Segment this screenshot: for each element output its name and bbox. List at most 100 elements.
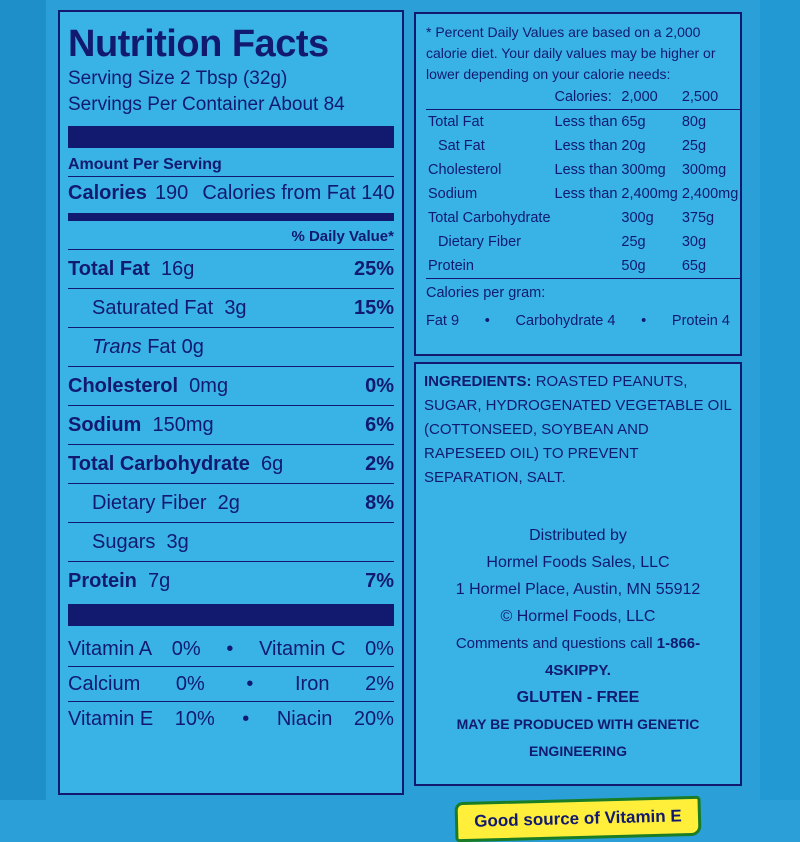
calories-row: Calories 190 Calories from Fat 140 (68, 177, 395, 209)
dv-nutrient: Cholesterol (428, 162, 502, 178)
vitamin-label: Vitamin C (259, 638, 346, 660)
cal-per-gram-fat: Fat 9 (426, 313, 460, 329)
dv-col2: 80g (681, 114, 707, 130)
nutrient-label: Total Carbohydrate (68, 453, 250, 475)
dv-col2: 2,400mg (681, 186, 739, 202)
calories-from-fat: Calories from Fat 140 (202, 182, 395, 204)
table-header-row: Calories: 2,000 2,500 (426, 85, 741, 110)
divider (68, 444, 394, 445)
dv-col2: 300mg (681, 162, 727, 178)
nutrient-label: Protein (68, 570, 137, 592)
divider (68, 288, 394, 289)
nutrient-amount: 2g (217, 492, 240, 514)
vitamin-row: Vitamin A 0% • Vitamin C 0% (68, 632, 394, 666)
ingredients-block: INGREDIENTS: ROASTED PEANUTS, SUGAR, HYD… (424, 370, 732, 490)
nutrient-dv: 0% (365, 375, 394, 397)
ingredients-label: INGREDIENTS: (424, 373, 532, 390)
amount-per-serving: Amount Per Serving (68, 156, 222, 173)
nutrient-dv: 8% (365, 492, 394, 514)
vitamin-label: Vitamin E (68, 708, 154, 730)
nutrition-facts-title: Nutrition Facts (68, 23, 329, 65)
dv-col1: 65g (621, 114, 646, 130)
table-row: Dietary Fiber 25g 30g (426, 230, 740, 254)
dv-col2: 30g (681, 234, 707, 250)
cal-per-gram-carb: Carbohydrate 4 (515, 313, 616, 329)
daily-value-header: % Daily Value* (291, 228, 394, 245)
vitamin-value: 0% (171, 638, 201, 660)
dv-col2: 25g (681, 138, 707, 154)
contact-line: Comments and questions call 1-866-4SKIPP… (424, 630, 732, 684)
nutrient-row-trans-fat: Trans Fat 0g (68, 328, 394, 366)
dv-col1: 50g (619, 254, 680, 279)
vitamin-value: 10% (174, 708, 215, 730)
dv-col2: 65g (679, 254, 741, 279)
vitamin-value: 2% (365, 673, 394, 695)
servings-per-container: Servings Per Container About 84 (68, 94, 345, 115)
vitamin-value: 0% (365, 638, 394, 660)
contact-prefix: Comments and questions call (455, 635, 653, 652)
table-row: Total Carbohydrate 300g 375g (426, 206, 740, 230)
table-row: Protein 50g 65g (426, 254, 741, 279)
divider (68, 701, 394, 702)
bullet: • (484, 313, 490, 329)
nutrient-amount: 3g (166, 531, 189, 553)
nutrient-row-total-fat: Total Fat 16g 25% (68, 250, 394, 288)
cal-per-gram-row: Fat 9 • Carbohydrate 4 • Protein 4 (426, 307, 730, 335)
dv-col1: 25g (621, 234, 646, 250)
vitamin-value: 0% (175, 673, 205, 695)
dv-qualifier: Less than (554, 162, 618, 178)
nutrient-row-total-carbohydrate: Total Carbohydrate 6g 2% (68, 445, 394, 483)
daily-values-panel: * Percent Daily Values are based on a 2,… (414, 12, 742, 356)
dv-nutrient: Sodium (428, 186, 478, 202)
cal-per-gram-protein: Protein 4 (671, 313, 730, 329)
package-edge-right (760, 0, 800, 800)
nutrient-dv: 25% (353, 258, 394, 280)
dv-col1: 20g (621, 138, 646, 154)
dv-col2: 375g (681, 210, 715, 226)
divider-thick (68, 604, 394, 626)
divider (68, 522, 394, 523)
nutrient-dv: 6% (365, 414, 394, 436)
nutrient-dv: 7% (365, 570, 394, 592)
calories-label: Calories (68, 182, 147, 204)
nutrient-amount: 6g (261, 453, 284, 475)
nutrient-row-sugars: Sugars 3g (68, 523, 394, 561)
table-row: Sodium Less than 2,400mg 2,400mg (426, 182, 740, 206)
dv-qualifier (553, 206, 620, 230)
nutrient-amount: 0mg (189, 375, 229, 397)
bullet: • (242, 708, 250, 730)
nutrient-amount: 150mg (152, 414, 214, 436)
nutrient-label: Saturated Fat (92, 297, 214, 319)
vitamin-label: Niacin (276, 708, 333, 730)
nutrient-row-dietary-fiber: Dietary Fiber 2g 8% (68, 484, 394, 522)
nutrient-row-protein: Protein 7g 7% (68, 562, 394, 600)
nutrition-facts-panel: Nutrition Facts Serving Size 2 Tbsp (32g… (58, 10, 404, 795)
divider-mid (68, 213, 394, 221)
table-row: Cholesterol Less than 300mg 300mg (426, 158, 740, 182)
vitamin-value: 20% (353, 708, 394, 730)
nutrient-dv: 15% (353, 297, 394, 319)
calories-header-label: Calories: (552, 85, 620, 110)
bullet: • (641, 313, 647, 329)
ingredients-panel: INGREDIENTS: ROASTED PEANUTS, SUGAR, HYD… (414, 362, 742, 842)
dv-nutrient: Sat Fat (438, 138, 485, 154)
nutrient-label-suffix: Fat (147, 336, 177, 358)
vitamin-row: Calcium 0% • Iron 2% (68, 667, 394, 701)
nutrient-label: Dietary Fiber (92, 492, 207, 514)
divider (68, 327, 394, 328)
dv-col1: 2,400mg (621, 186, 678, 202)
calories-value: 190 (154, 182, 189, 204)
ingredients-text: ROASTED PEANUTS, SUGAR, HYDROGENATED VEG… (424, 373, 732, 486)
bullet: • (226, 638, 234, 660)
divider (68, 176, 394, 177)
gluten-free: GLUTEN - FREE (516, 689, 640, 706)
divider-thick (68, 126, 394, 148)
company-name: Hormel Foods Sales, LLC (486, 554, 670, 571)
dv-qualifier: Less than (554, 114, 618, 130)
dv-qualifier (553, 230, 620, 254)
bullet: • (246, 673, 254, 695)
nutrient-amount: 0g (181, 336, 204, 358)
vitamin-label: Calcium (68, 673, 141, 695)
nutrient-amount: 7g (148, 570, 171, 592)
dv-qualifier: Less than (554, 138, 618, 154)
